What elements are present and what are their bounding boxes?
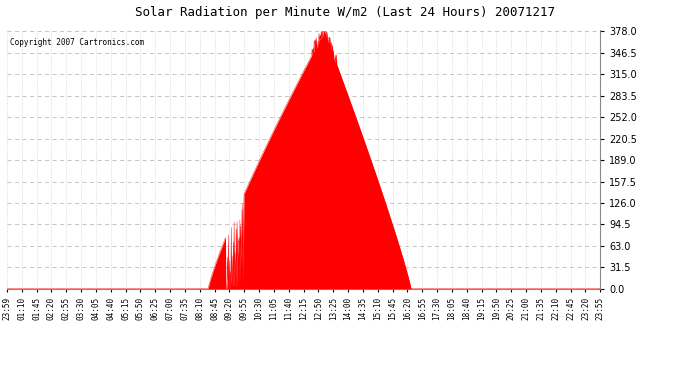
Text: Copyright 2007 Cartronics.com: Copyright 2007 Cartronics.com: [10, 38, 144, 47]
Text: Solar Radiation per Minute W/m2 (Last 24 Hours) 20071217: Solar Radiation per Minute W/m2 (Last 24…: [135, 6, 555, 19]
